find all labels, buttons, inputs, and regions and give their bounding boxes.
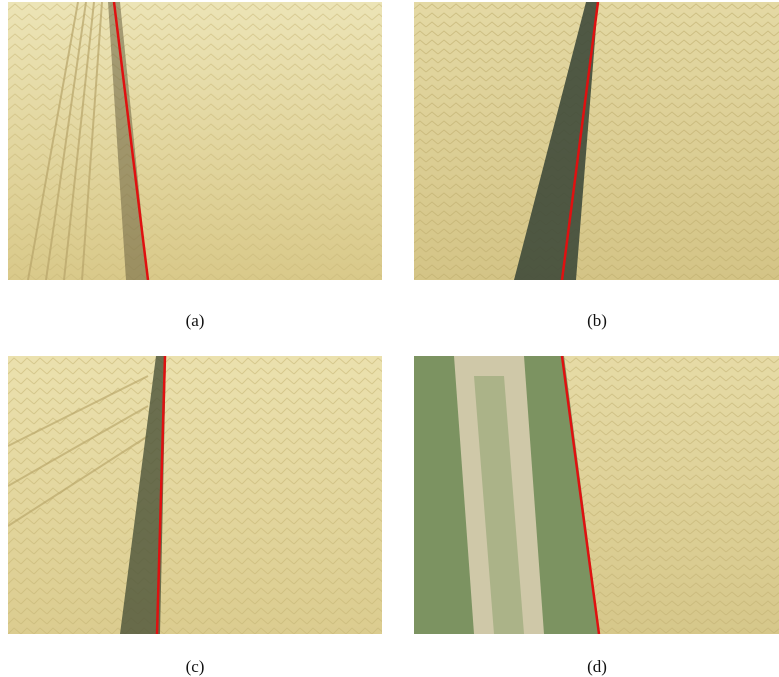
caption-d: (d)	[587, 657, 607, 676]
caption-b: (b)	[587, 311, 607, 330]
detected-edge-line	[560, 356, 601, 634]
panel-c-image	[8, 356, 382, 634]
detected-edge-line	[112, 2, 150, 280]
detected-edge-line	[155, 356, 167, 634]
detected-edge-line	[560, 2, 600, 280]
panel-b-image	[414, 2, 779, 280]
panel-a-image	[8, 2, 382, 280]
caption-c: (c)	[185, 657, 205, 676]
panel-d-image	[414, 356, 779, 634]
caption-a: (a)	[185, 311, 205, 330]
